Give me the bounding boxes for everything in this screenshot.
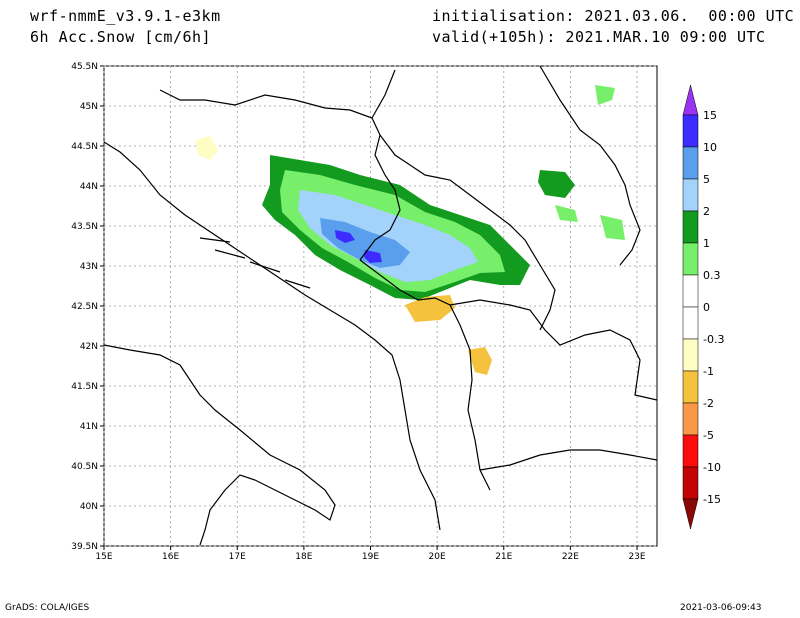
lon-tick-label: 18E bbox=[295, 552, 312, 562]
coastlines-borders bbox=[103, 65, 658, 546]
lat-tick-label: 41.5N bbox=[71, 382, 98, 392]
lon-tick-label: 22E bbox=[562, 552, 579, 562]
colorbar-label: -10 bbox=[703, 461, 721, 474]
colorbar-label: 10 bbox=[703, 141, 717, 154]
colorbar-label: -15 bbox=[703, 493, 721, 506]
initialisation-time: initialisation: 2021.03.06. 00:00 UTC bbox=[432, 7, 795, 25]
border-serbia bbox=[371, 69, 556, 331]
lat-tick-label: 39.5N bbox=[71, 542, 98, 552]
longitude-labels: 15E 16E 17E 18E 19E 20E 21E 22E 23E bbox=[95, 552, 645, 562]
lon-tick-label: 16E bbox=[162, 552, 179, 562]
border-kosovo-macedonia bbox=[449, 299, 658, 401]
lat-tick-label: 40N bbox=[80, 502, 98, 512]
lon-tick-label: 21E bbox=[495, 552, 512, 562]
colorbar-label: 0 bbox=[703, 301, 710, 314]
coastline-adriatic-east bbox=[103, 141, 441, 531]
lat-tick-label: 44.5N bbox=[71, 142, 98, 152]
colorbar: 15 10 5 2 1 0.3 0 -0.3 -1 -2 -5 -10 -15 bbox=[682, 84, 724, 530]
colorbar-label: 15 bbox=[703, 109, 717, 122]
colorbar-bottom-arrow bbox=[682, 498, 699, 530]
melt-contour-pale bbox=[195, 136, 218, 160]
colorbar-label: 2 bbox=[703, 205, 710, 218]
footer-credit: GrADS: COLA/IGES bbox=[5, 603, 90, 613]
valid-time: valid(+105h): 2021.MAR.10 09:00 UTC bbox=[432, 28, 766, 46]
lat-tick-label: 41N bbox=[80, 422, 98, 432]
colorbar-swatch bbox=[682, 274, 699, 308]
snow-patch-northeast bbox=[555, 85, 625, 240]
lat-tick-label: 42N bbox=[80, 342, 98, 352]
lon-tick-label: 23E bbox=[628, 552, 645, 562]
lat-tick-label: 42.5N bbox=[71, 302, 98, 312]
colorbar-swatch bbox=[682, 370, 699, 404]
gridlines bbox=[100, 65, 657, 550]
colorbar-label: 1 bbox=[703, 237, 710, 250]
colorbar-swatch bbox=[682, 402, 699, 436]
lon-tick-label: 15E bbox=[95, 552, 112, 562]
colorbar-swatch bbox=[682, 114, 699, 148]
lat-tick-label: 45N bbox=[80, 102, 98, 112]
lon-tick-label: 17E bbox=[229, 552, 246, 562]
colorbar-swatch bbox=[682, 242, 699, 276]
colorbar-swatch bbox=[682, 210, 699, 244]
colorbar-swatch bbox=[682, 466, 699, 500]
colorbar-label: 0.3 bbox=[703, 269, 721, 282]
lon-tick-label: 20E bbox=[429, 552, 446, 562]
snow-field bbox=[262, 85, 625, 300]
coastline-italy bbox=[103, 344, 336, 546]
colorbar-top-arrow bbox=[682, 84, 699, 116]
snow-patch-north bbox=[538, 170, 575, 198]
snow-contour-blue bbox=[320, 218, 410, 268]
colorbar-swatch bbox=[682, 178, 699, 212]
snow-contour-violet bbox=[335, 230, 382, 263]
islands-dalmatia bbox=[199, 237, 311, 289]
model-title: wrf-nmmE_v3.9.1-e3km bbox=[30, 7, 221, 25]
snow-contour-blue-light bbox=[298, 190, 478, 282]
colorbar-label: -5 bbox=[703, 429, 714, 442]
lat-tick-label: 44N bbox=[80, 182, 98, 192]
colorbar-swatch bbox=[682, 434, 699, 468]
colorbar-swatch bbox=[682, 146, 699, 180]
border-macedonia-greece bbox=[479, 449, 658, 471]
lat-tick-label: 40.5N bbox=[71, 462, 98, 472]
lat-tick-label: 43.5N bbox=[71, 222, 98, 232]
colorbar-label: -0.3 bbox=[703, 333, 724, 346]
colorbar-label: -2 bbox=[703, 397, 714, 410]
variable-title: 6h Acc.Snow [cm/6h] bbox=[30, 28, 212, 46]
colorbar-label: -1 bbox=[703, 365, 714, 378]
colorbar-label: 5 bbox=[703, 173, 710, 186]
border-romania-serbia bbox=[539, 65, 641, 266]
colorbar-swatch bbox=[682, 338, 699, 372]
lon-tick-label: 19E bbox=[362, 552, 379, 562]
border-montenegro-albania bbox=[359, 259, 491, 491]
lat-tick-label: 43N bbox=[80, 262, 98, 272]
lat-tick-label: 45.5N bbox=[71, 62, 98, 72]
footer-timestamp: 2021-03-06-09:43 bbox=[680, 603, 762, 613]
colorbar-swatch bbox=[682, 306, 699, 340]
latitude-labels: 45.5N 45N 44.5N 44N 43.5N 43N 42.5N 42N 41.5N 41N… bbox=[71, 62, 98, 552]
